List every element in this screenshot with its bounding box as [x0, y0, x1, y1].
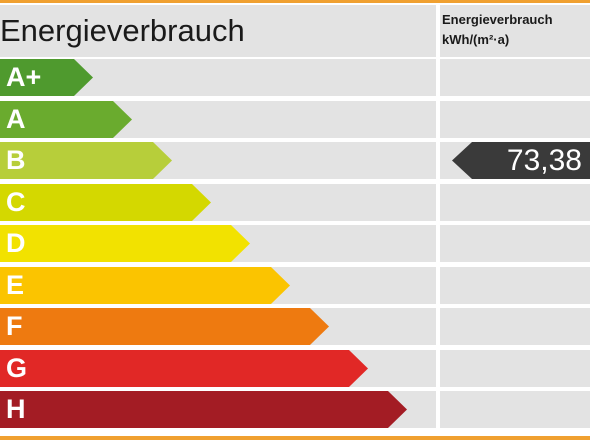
bottom-accent-rule	[0, 436, 590, 440]
value-cell	[440, 184, 590, 221]
header-right-panel	[440, 5, 590, 57]
unit-label-line1: Energieverbrauch	[442, 12, 553, 27]
class-label: C	[6, 187, 26, 217]
class-label: B	[6, 145, 26, 175]
top-accent-rule	[0, 0, 590, 3]
class-label: A+	[6, 62, 42, 92]
class-label: H	[6, 394, 26, 424]
class-arrow: F	[0, 308, 329, 345]
value-cell	[440, 350, 590, 387]
class-arrow: A	[0, 101, 132, 138]
consumption-marker: 73,38	[452, 142, 590, 179]
class-label: A	[6, 104, 26, 134]
class-label: D	[6, 228, 26, 258]
value-cell	[440, 225, 590, 262]
class-arrow: G	[0, 350, 368, 387]
class-label: G	[6, 353, 28, 383]
value-cell	[440, 59, 590, 96]
value-cell	[440, 391, 590, 428]
unit-label-line2: kWh/(m²·a)	[442, 32, 510, 47]
class-label: E	[6, 270, 25, 300]
class-label: F	[6, 311, 23, 341]
class-arrow: A+	[0, 59, 93, 96]
value-cell	[440, 267, 590, 304]
unit-label: Energieverbrauch kWh/(m²·a)	[442, 10, 553, 50]
page-title: Energieverbrauch	[0, 13, 245, 48]
class-arrow: C	[0, 184, 211, 221]
class-arrow: H	[0, 391, 407, 428]
class-arrow: E	[0, 267, 290, 304]
header-left-panel	[0, 5, 436, 57]
consumption-value: 73,38	[506, 144, 582, 177]
value-cell	[440, 308, 590, 345]
class-arrow: D	[0, 225, 250, 262]
class-arrow: B	[0, 142, 172, 179]
value-cell	[440, 101, 590, 138]
